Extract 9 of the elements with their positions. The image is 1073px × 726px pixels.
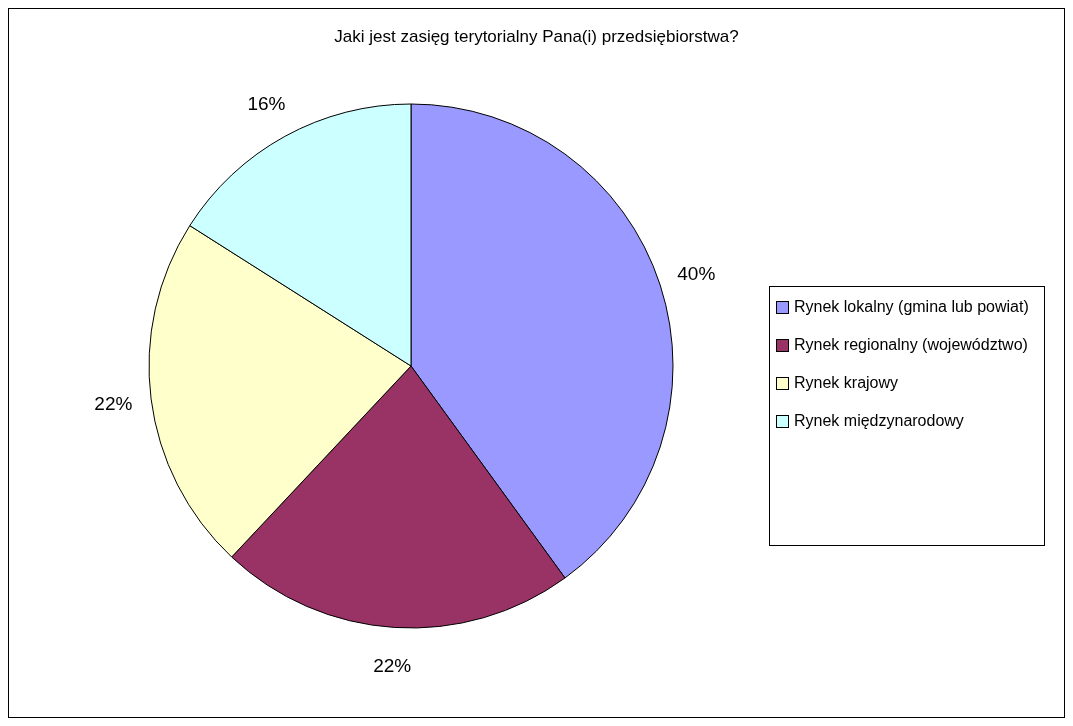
legend-label: Rynek lokalny (gmina lub powiat) [794,297,1029,317]
data-label: 22% [373,654,412,676]
data-label: 40% [677,262,716,284]
data-label: 16% [247,92,286,114]
data-label: 22% [94,393,133,415]
legend-label: Rynek krajowy [794,373,899,393]
legend-label: Rynek międzynarodowy [794,411,964,431]
legend-label: Rynek regionalny (województwo) [794,335,1028,355]
chart-title: Jaki jest zasięg terytorialny Pana(i) przedsiębiorstwa? [333,27,740,47]
